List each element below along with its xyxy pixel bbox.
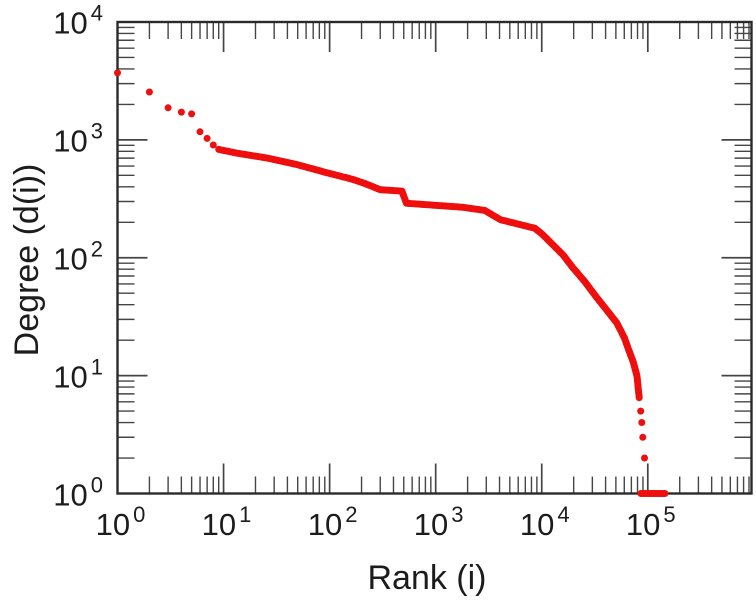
major-ticks bbox=[116, 21, 752, 495]
y-tick-label-10^2: 10 2 bbox=[53, 236, 103, 277]
tick-exponent: 5 bbox=[663, 502, 676, 527]
data-points-degree-vs-rank bbox=[114, 69, 669, 497]
x-axis-title: Rank (i) bbox=[367, 559, 487, 597]
x-tick-label-10^1: 10 1 bbox=[201, 502, 252, 542]
tick-exponent: 1 bbox=[239, 502, 252, 527]
tick-exponent: 2 bbox=[90, 236, 103, 262]
tick-exponent: 0 bbox=[90, 472, 103, 497]
tick-exponent: 3 bbox=[90, 118, 103, 144]
x-tick-label-10^5: 10 5 bbox=[625, 502, 676, 542]
tick-exponent: 4 bbox=[90, 0, 103, 26]
tick-exponent: 2 bbox=[345, 502, 358, 527]
tick-exponent: 3 bbox=[451, 502, 464, 527]
x-tick-label-10^3: 10 3 bbox=[413, 502, 464, 542]
tick-exponent: 1 bbox=[90, 354, 103, 380]
y-tick-label-10^3: 10 3 bbox=[53, 118, 103, 159]
y-tick-label-10^4: 10 4 bbox=[53, 0, 103, 41]
x-tick-label-10^4: 10 4 bbox=[519, 502, 570, 542]
x-tick-label-10^2: 10 2 bbox=[307, 502, 358, 542]
y-tick-label-10^1: 10 1 bbox=[53, 354, 103, 395]
plot-frame bbox=[116, 20, 753, 495]
y-tick-label-10^0: 10 0 bbox=[53, 472, 103, 512]
minor-ticks bbox=[117, 22, 752, 494]
tick-exponent: 4 bbox=[557, 502, 570, 527]
tick-exponent: 0 bbox=[133, 502, 146, 527]
x-tick-label-10^0: 10 0 bbox=[95, 502, 146, 542]
y-axis-title: Degree (d(i)) bbox=[8, 163, 46, 357]
